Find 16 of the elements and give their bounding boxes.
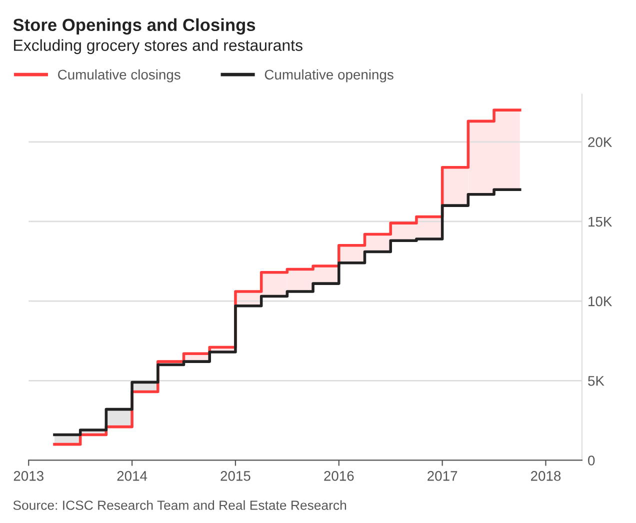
x-tick-label: 2013 (14, 471, 44, 481)
y-tick-label: 5K (588, 376, 604, 386)
chart-title: Store Openings and Closings (13, 18, 256, 35)
legend-label: Cumulative openings (264, 69, 394, 82)
chart-subtitle: Excluding grocery stores and restaurants (14, 39, 302, 54)
x-tick-label: 2014 (117, 471, 148, 481)
y-tick-label: 15K (588, 216, 612, 227)
legend-label: Cumulative closings (58, 69, 180, 82)
y-tick-label: 20K (588, 137, 612, 148)
x-tick-label: 2015 (220, 471, 250, 481)
x-tick-label: 2016 (324, 471, 354, 481)
source-note: Source: ICSC Research Team and Real Estate Research (13, 500, 346, 510)
y-tick-label: 10K (588, 296, 612, 306)
x-tick-label: 2018 (530, 471, 561, 481)
y-tick-label: 0 (588, 456, 595, 466)
x-tick-label: 2017 (428, 471, 458, 481)
